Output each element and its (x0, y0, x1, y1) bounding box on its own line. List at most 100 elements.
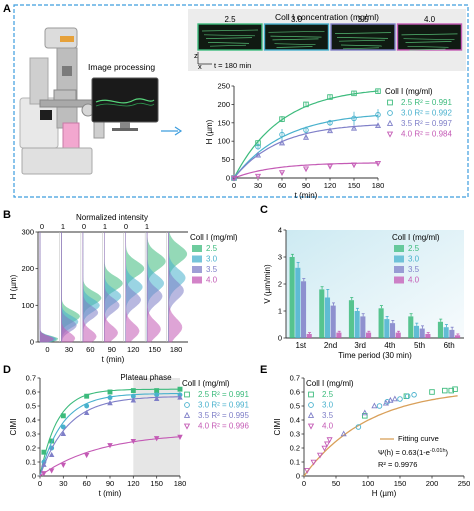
y-axis-label: V (µm/min) (263, 264, 272, 304)
x-tick-label: 180 (170, 345, 183, 354)
bar-3.0 (413, 325, 420, 338)
micro-fiber (338, 39, 386, 42)
y-tick-label: 0.1 (26, 458, 36, 467)
micro-conc-label: 3.5 (357, 15, 369, 24)
micro-fiber (276, 46, 313, 48)
x-tick-label: 0 (38, 479, 42, 488)
data-point-3.0 (355, 424, 362, 430)
intensity-profile-4.0 (61, 231, 76, 343)
y-tick-label: 0.7 (290, 374, 300, 383)
x-axis-label: Time period (30 min) (338, 351, 412, 360)
data-point-3.5 (278, 139, 286, 146)
bar-4.0 (395, 332, 401, 338)
image-processing-label: Image processing (88, 62, 155, 72)
legend-title: Coll I (mg/ml) (306, 379, 354, 388)
micro-fiber (403, 38, 455, 41)
data-point-3.0 (60, 424, 66, 430)
y-tick-label: 100 (21, 301, 34, 310)
y-tick-label: 1 (278, 307, 282, 316)
data-point-3.5 (391, 395, 398, 402)
control-knob (40, 110, 52, 120)
intensity-profile-3.5 (61, 231, 77, 343)
bar-3.5 (419, 328, 425, 338)
data-point-3.5 (153, 395, 160, 402)
y-tick-label: 0.5 (290, 402, 300, 411)
micro-fiber (205, 37, 253, 39)
x-tick-label: 30 (65, 345, 73, 354)
bar-3.0 (443, 327, 449, 338)
data-point-4.0 (177, 434, 183, 440)
y-tick-label: 250 (217, 82, 230, 91)
y-axis-label: CIMI (9, 419, 18, 436)
legend-title: Coll I (mg/ml) (392, 233, 440, 242)
y-tick-label: 100 (217, 137, 230, 146)
intensity-profile-4.0 (168, 231, 183, 343)
x-tick-label: 90 (106, 479, 114, 488)
legend-item: 2.5 R² = 0.991 (401, 98, 452, 107)
data-point-3.0 (411, 392, 417, 398)
data-point-4.0 (323, 441, 331, 448)
data-point-4.0 (321, 445, 328, 452)
x-tick-label: 250 (458, 479, 471, 488)
data-point-2.5 (279, 116, 285, 122)
bar-3.0 (324, 297, 331, 338)
plot-e: 0 50 100 150 200 250 0 0.1 0.2 0.3 0.4 0.5 0.6 0.7 H (… (273, 374, 470, 499)
y-tick-label: 0.4 (26, 416, 36, 425)
x-tick-label: 200 (426, 479, 439, 488)
legend-title: Coll I (mg/ml) (190, 233, 238, 242)
top-tick-label: 1 (61, 222, 65, 231)
legend-item: 3.5 (322, 411, 334, 420)
x-tick-label: 60 (86, 345, 94, 354)
data-point-3.5 (387, 396, 394, 403)
micro-title: Coll I concentration (mg/ml) (275, 12, 379, 22)
fit-r2: R² = 0.9976 (378, 460, 417, 469)
legend-swatch (394, 276, 404, 284)
panel-label-e: E (260, 364, 267, 376)
data-point-2.5 (60, 413, 66, 419)
data-point-3.0 (255, 143, 261, 150)
legend-item: 4.0 R² = 0.984 (401, 130, 452, 139)
monitor-illustration: Image processing (88, 62, 159, 131)
legend-item: 2.5 (408, 244, 420, 253)
y-axis-label: H (µm) (9, 274, 18, 299)
y-tick-label: 300 (21, 228, 34, 237)
data-point-3.5 (254, 151, 262, 158)
x-tick-label: 60 (82, 479, 90, 488)
data-point-3.5 (177, 394, 183, 400)
y-tick-label: 0.3 (290, 430, 300, 439)
micro-fiber (336, 37, 389, 39)
data-point-3.5 (60, 430, 67, 437)
intensity-profile-2.5 (39, 232, 59, 343)
bar-2.5 (408, 316, 414, 338)
data-point-4.0 (374, 160, 382, 167)
micro-conc-label: 2.5 (224, 15, 236, 24)
micro-fiber (342, 47, 380, 50)
data-point-2.5 (107, 389, 113, 395)
data-point-4.0 (83, 452, 90, 459)
micro-fiber (201, 29, 259, 32)
data-point-3.0 (397, 396, 403, 402)
legend-b: Coll I (mg/ml) 2.5 3.03.5 4.0 (190, 233, 238, 285)
intensity-profile-4.0 (146, 231, 161, 343)
data-point-4.0 (41, 471, 47, 477)
plot-a: 0 30 60 90 120 150 180 0 50 100 150 200 250 t (min) H … (205, 82, 384, 201)
micro-fiber (405, 41, 452, 43)
data-point-2.5 (442, 387, 448, 394)
bar-3.0 (384, 319, 390, 338)
y-tick-label: 0.4 (290, 416, 300, 425)
intensity-profile-3.0 (39, 232, 57, 343)
legend-swatch (192, 255, 202, 263)
data-point-2.5 (41, 449, 47, 455)
data-point-3.0 (107, 395, 113, 401)
data-point-3.5 (107, 400, 113, 406)
micro-tile (396, 23, 463, 51)
y-tick-label: 0 (32, 472, 36, 481)
bar-3.5 (300, 281, 307, 338)
legend-item: 2.5 (322, 390, 334, 399)
bar-3.0 (354, 311, 360, 338)
plot-d: 0 30 60 90 120 150 180 0 0.1 0.2 0.3 0.4 0.5 0.6 0.7 t … (9, 374, 186, 499)
microscope-illustration (19, 27, 105, 175)
